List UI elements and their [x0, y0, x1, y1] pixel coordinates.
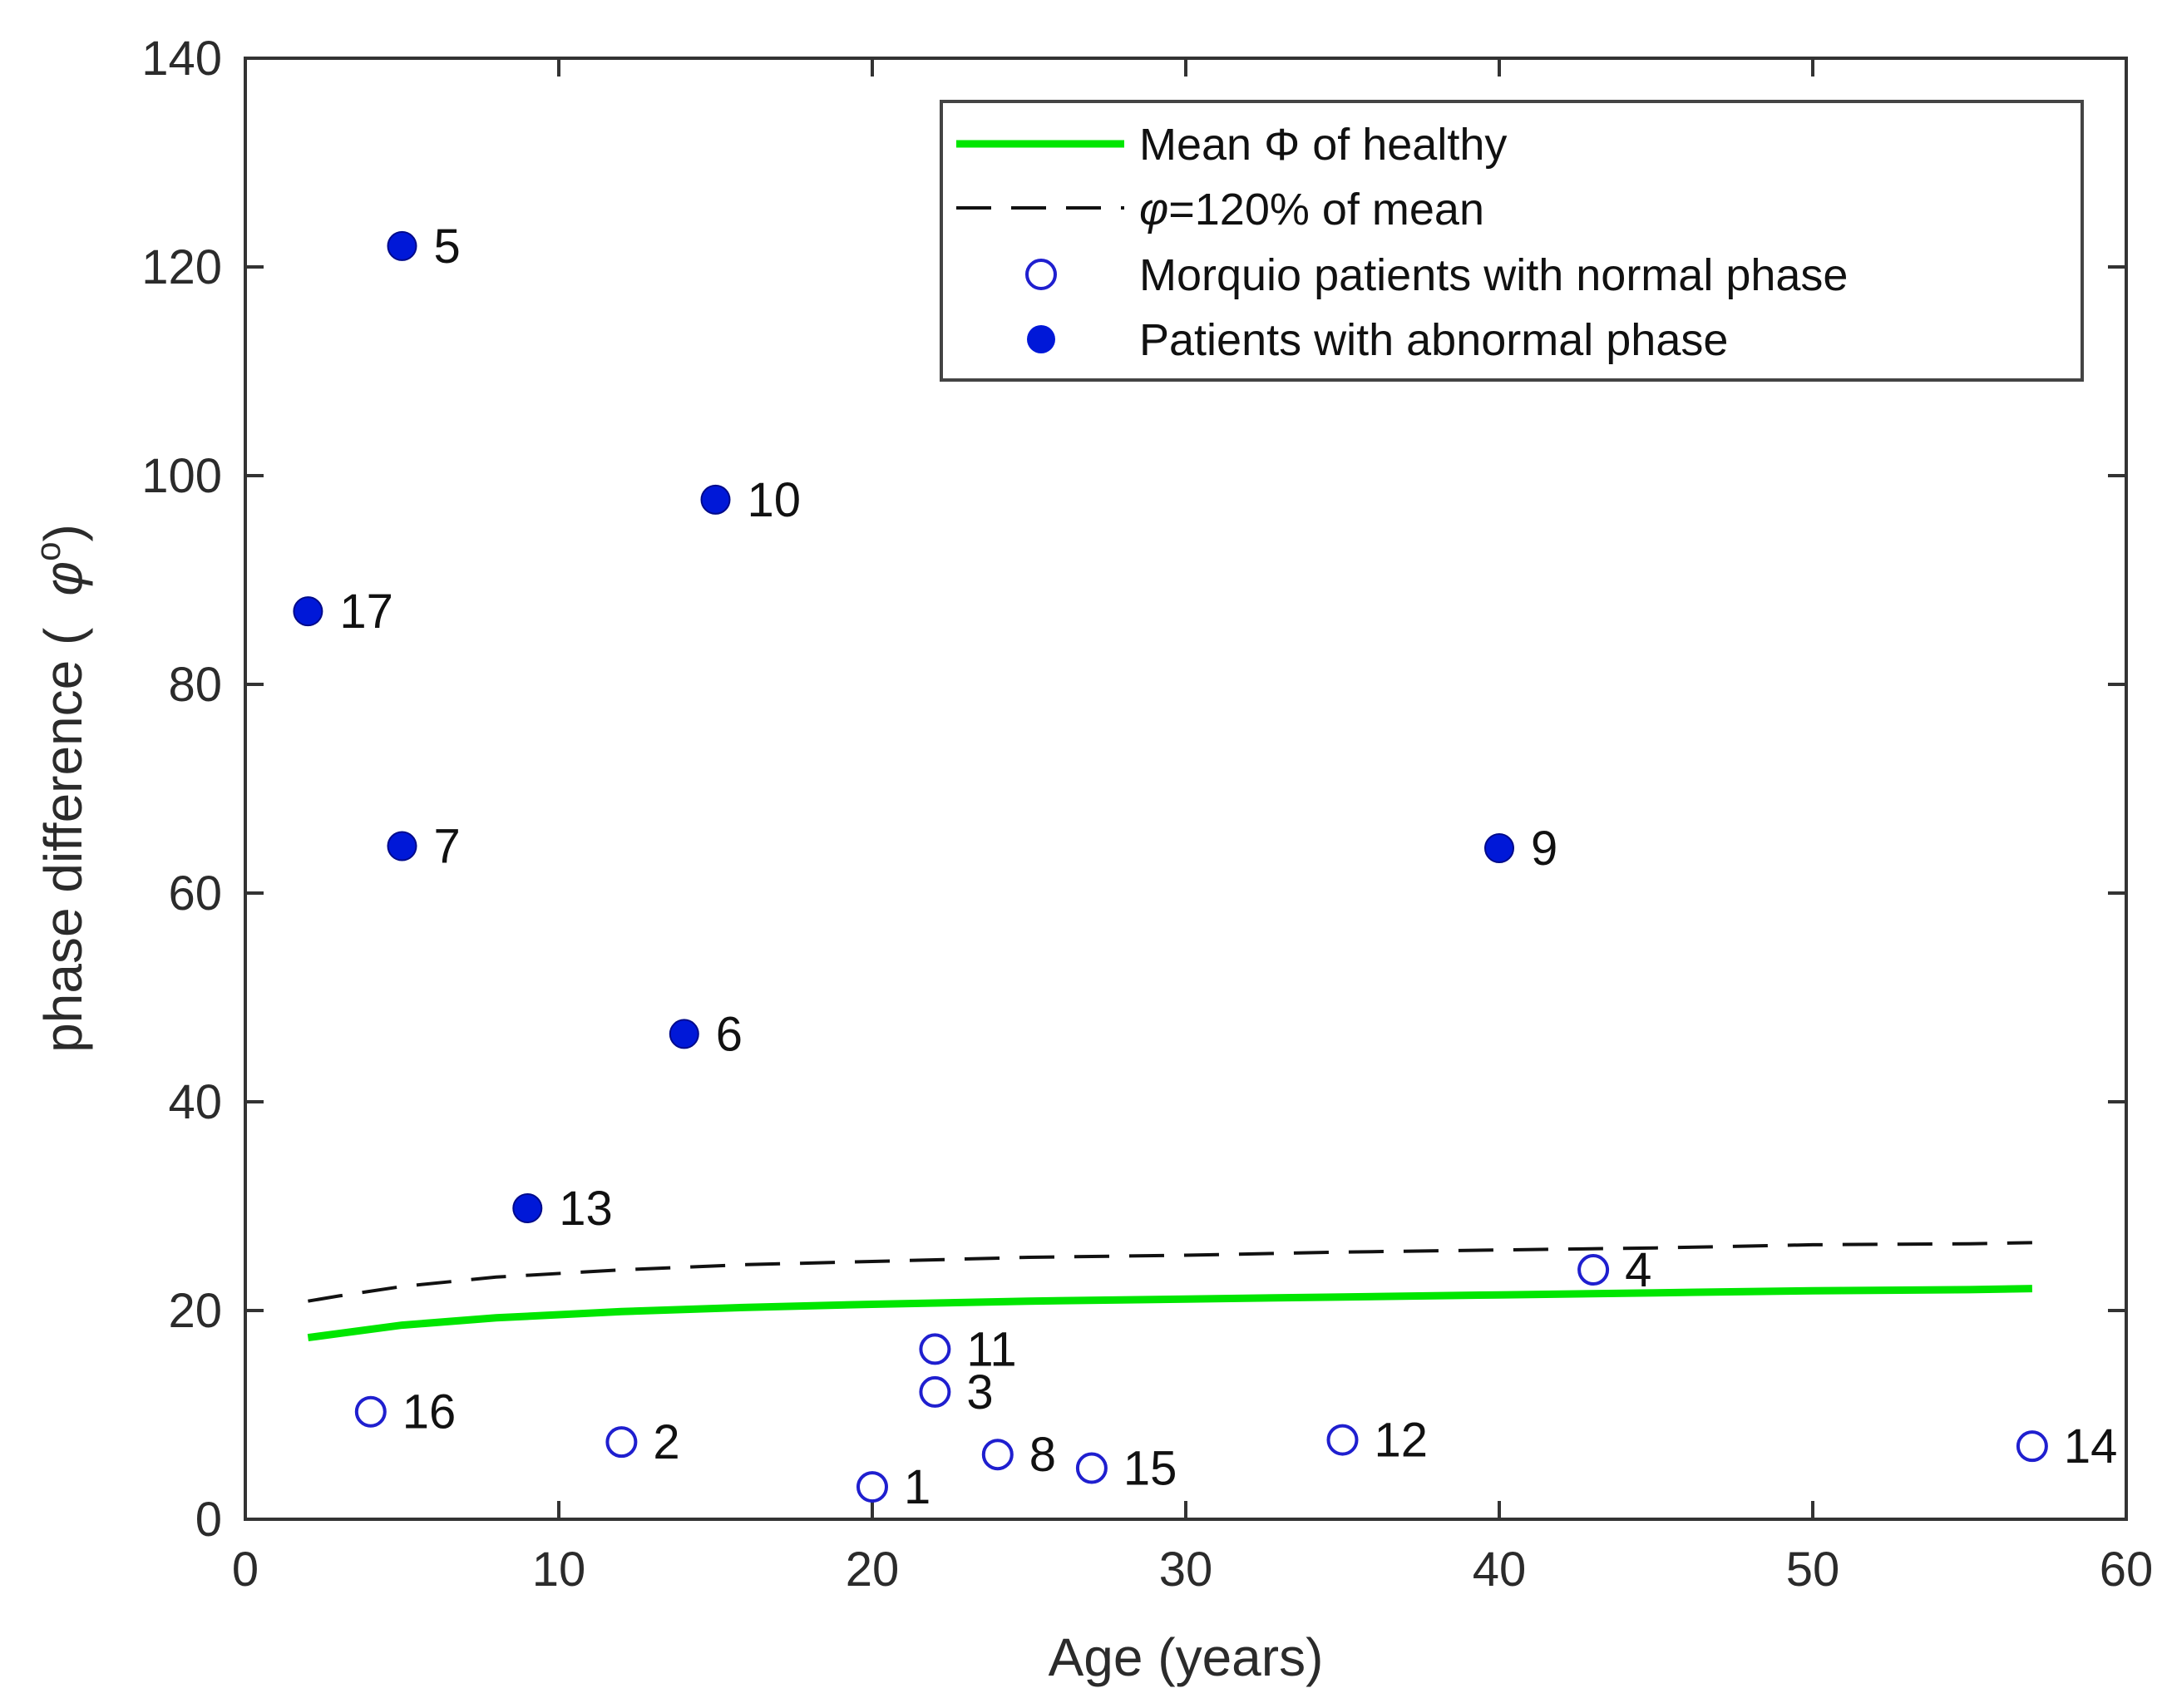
series-lines: [307, 1241, 2032, 1342]
point-label-10: 10: [748, 473, 802, 527]
legend-swatch-abnormal: [1027, 325, 1055, 353]
y-tick-label: 60: [168, 866, 222, 921]
point-normal-11: [919, 1333, 951, 1365]
x-tick-label: 0: [232, 1543, 259, 1597]
legend-label-healthy: Mean Φ of healthy: [1139, 120, 1507, 170]
legend-label-threshold: φ=120% of mean: [1139, 185, 1484, 234]
y-axis-title: phase difference ( φo): [28, 524, 93, 1053]
point-abnormal-10: [700, 484, 731, 515]
point-label-4: 4: [1625, 1243, 1651, 1297]
y-tick-label: 0: [195, 1493, 222, 1547]
point-normal-15: [1075, 1452, 1108, 1484]
point-label-1: 1: [904, 1460, 930, 1514]
point-label-15: 15: [1123, 1442, 1177, 1496]
point-abnormal-6: [669, 1019, 699, 1049]
y-axis-title-suffix: ): [33, 524, 93, 541]
point-normal-3: [919, 1375, 951, 1408]
point-label-16: 16: [402, 1385, 457, 1439]
point-abnormal-17: [293, 596, 323, 627]
point-abnormal-7: [387, 831, 417, 861]
legend-swatch-normal: [1025, 259, 1057, 290]
legend-threshold-suffix: =120% of mean: [1168, 185, 1484, 234]
point-label-9: 9: [1531, 822, 1557, 876]
point-normal-14: [2016, 1430, 2048, 1463]
y-axis-title-prefix: phase difference (: [33, 628, 93, 1053]
legend-healthy-suffix: of healthy: [1300, 120, 1507, 170]
x-tick-label: 20: [846, 1543, 900, 1597]
point-label-13: 13: [559, 1182, 613, 1236]
data-points: [293, 230, 2048, 1503]
y-tick-label: 40: [168, 1075, 222, 1129]
series-line-threshold: [308, 1241, 2032, 1303]
legend-healthy-symbol: Φ: [1264, 120, 1300, 170]
legend-box: [940, 100, 2084, 382]
point-label-8: 8: [1029, 1428, 1056, 1482]
point-normal-2: [605, 1426, 638, 1459]
y-tick-label: 120: [141, 240, 222, 294]
point-label-14: 14: [2064, 1419, 2118, 1474]
x-tick-label: 60: [2100, 1543, 2154, 1597]
x-axis-title: Age (years): [1049, 1627, 1324, 1687]
point-label-17: 17: [339, 585, 393, 639]
legend: Mean Φ of healthy φ=120% of mean Morquio…: [940, 100, 2084, 382]
point-label-6: 6: [716, 1007, 743, 1061]
y-tick-label: 20: [168, 1284, 222, 1338]
x-axis-ticks: 0 10 20 30 40 50 60: [232, 58, 2153, 1597]
point-label-12: 12: [1375, 1414, 1429, 1468]
point-normal-16: [354, 1395, 387, 1428]
point-abnormal-13: [512, 1193, 543, 1224]
point-label-3: 3: [966, 1365, 993, 1419]
point-normal-12: [1326, 1424, 1359, 1456]
y-tick-label: 100: [141, 449, 222, 503]
legend-label-abnormal: Patients with abnormal phase: [1139, 315, 1728, 365]
point-normal-4: [1577, 1254, 1610, 1286]
y-axis-title-phi: φ: [33, 561, 93, 596]
y-axis-title-degree: o: [28, 542, 67, 561]
point-normal-1: [856, 1471, 888, 1503]
legend-threshold-symbol: φ: [1139, 185, 1168, 234]
point-normal-8: [981, 1439, 1014, 1471]
x-tick-label: 50: [1786, 1543, 1840, 1597]
legend-healthy-prefix: Mean: [1139, 120, 1264, 170]
point-label-5: 5: [434, 220, 461, 274]
x-tick-label: 10: [532, 1543, 586, 1597]
series-line-healthy-mean: [307, 1285, 2032, 1342]
point-label-7: 7: [434, 820, 461, 874]
x-tick-label: 30: [1159, 1543, 1213, 1597]
y-axis-ticks: 0 20 40 60 80 100 120 140: [141, 32, 2126, 1547]
point-label-11: 11: [966, 1322, 1016, 1376]
point-abnormal-5: [387, 230, 417, 261]
y-tick-label: 140: [141, 32, 222, 86]
x-tick-label: 40: [1473, 1543, 1527, 1597]
point-label-2: 2: [653, 1415, 679, 1469]
point-abnormal-9: [1484, 833, 1514, 864]
y-tick-label: 80: [168, 658, 222, 712]
legend-label-normal: Morquio patients with normal phase: [1139, 250, 1848, 300]
